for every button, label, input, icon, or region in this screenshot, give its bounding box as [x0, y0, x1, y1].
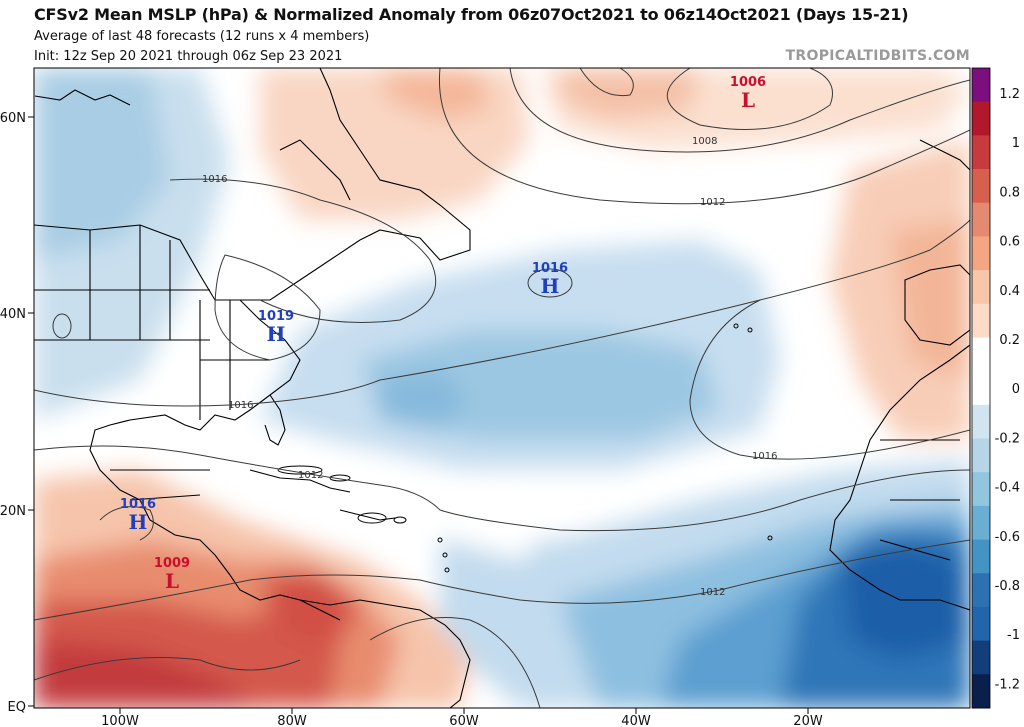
colorbar-block [972, 236, 990, 271]
colorbar-block [972, 640, 990, 675]
colorbar-label: 0.2 [999, 333, 1020, 348]
init-text: Init: 12z Sep 20 2021 through 06z Sep 23… [34, 49, 343, 64]
colorbar-label: 0.8 [999, 185, 1020, 200]
colorbar-label: -0.8 [995, 579, 1020, 594]
colorbar-block [972, 303, 990, 338]
colorbar-blocks [972, 68, 990, 709]
colorbar-block [972, 135, 990, 170]
center-value: 1019 [258, 309, 294, 324]
islands [277, 323, 773, 573]
colorbar-block [972, 202, 990, 237]
colorbar-block [972, 68, 990, 103]
center-value: 1016 [120, 497, 156, 512]
high-center: 1016 H [532, 261, 568, 298]
colorbar-label: -0.6 [995, 530, 1020, 545]
isobar-label: 1016 [202, 174, 227, 185]
lon-label: 100W [101, 714, 139, 727]
colorbar-block [972, 371, 990, 406]
low-center: 1009 L [154, 556, 190, 593]
lat-label: 60N [0, 111, 26, 126]
colorbar-block [972, 472, 990, 507]
colorbar-label: -1.2 [995, 677, 1020, 692]
longitude-axis: 100W 80W 60W 40W 20W [101, 708, 823, 727]
colorbar-label: 0 [1012, 382, 1020, 397]
colorbar-block [972, 674, 990, 709]
center-value: 1016 [532, 261, 568, 276]
lat-label: 40N [0, 307, 26, 322]
isobar-labels: 1008 1012 1016 1016 1016 1012 1012 [202, 136, 777, 598]
colorbar-frame [971, 67, 991, 709]
colorbar-label: 1 [1012, 136, 1020, 151]
colorbar: 1.2 1 0.8 0.6 0.4 0.2 0 -0.2 -0.4 -0.6 -0.8 -1 -1.2 [971, 67, 1020, 709]
coastlines [34, 68, 970, 708]
isobar-label: 1012 [700, 587, 725, 598]
lon-label: 60W [449, 714, 479, 727]
colorbar-label: 0.6 [999, 235, 1020, 250]
map-subtitle: Average of last 48 forecasts (12 runs x … [34, 29, 370, 44]
colorbar-block [972, 438, 990, 473]
colorbar-block [972, 101, 990, 136]
latitude-axis: 60N 40N 20N EQ [0, 111, 34, 715]
center-value: 1009 [154, 556, 190, 571]
colorbar-label: 0.4 [999, 284, 1020, 299]
lon-label: 40W [621, 714, 651, 727]
high-center: 1016 H [120, 497, 156, 534]
colorbar-label: -0.2 [995, 431, 1020, 446]
center-letter: H [541, 274, 560, 298]
colorbar-block [972, 270, 990, 305]
high-center: 1019 H [258, 309, 294, 346]
colorbar-block [972, 404, 990, 440]
low-center: 1006 L [730, 75, 766, 112]
pressure-centers: 1006 L 1016 H 1019 H 1016 H 1009 L [120, 75, 766, 593]
lon-label: 80W [277, 714, 307, 727]
colorbar-label: -0.4 [995, 481, 1020, 496]
center-value: 1006 [730, 75, 766, 90]
colorbar-block [972, 169, 990, 204]
isobar-label: 1016 [752, 451, 777, 462]
isobar-label: 1012 [700, 197, 725, 208]
map-frame [33, 67, 971, 709]
colorbar-block [972, 337, 990, 372]
center-letter: L [741, 88, 755, 112]
anomaly-shading [34, 68, 970, 708]
isobars [34, 68, 970, 708]
colorbar-label: 1.2 [999, 87, 1020, 102]
lat-label: EQ [8, 700, 26, 715]
isobar-label: 1008 [692, 136, 717, 147]
colorbar-label: -1 [1007, 628, 1020, 643]
site-watermark: TROPICALTIDBITS.COM [785, 48, 970, 64]
lon-label: 20W [793, 714, 823, 727]
colorbar-block [972, 505, 990, 541]
isobar-label: 1012 [298, 470, 323, 481]
lat-label: 20N [0, 504, 26, 519]
colorbar-block [972, 573, 990, 608]
center-letter: H [129, 510, 148, 534]
colorbar-block [972, 606, 990, 642]
isobar-label: 1016 [228, 400, 253, 411]
center-letter: L [165, 569, 179, 593]
center-letter: H [267, 322, 286, 346]
colorbar-block [972, 539, 990, 574]
colorbar-labels: 1.2 1 0.8 0.6 0.4 0.2 0 -0.2 -0.4 -0.6 -0.8 -1 -1.2 [995, 87, 1020, 692]
map-title: CFSv2 Mean MSLP (hPa) & Normalized Anoma… [34, 5, 909, 24]
